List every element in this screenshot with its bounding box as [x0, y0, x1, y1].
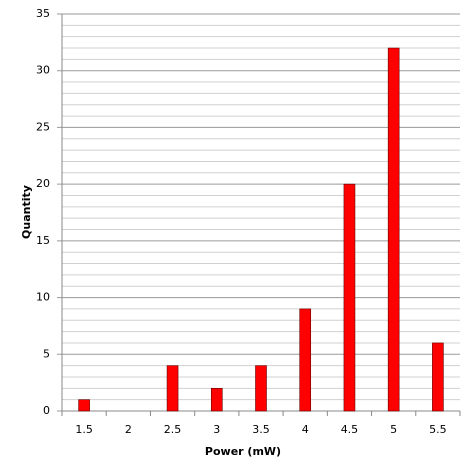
x-tick-label: 2 [125, 423, 132, 436]
bar [166, 365, 179, 412]
bar [343, 183, 356, 412]
x-tick-label: 1.5 [75, 423, 93, 436]
y-tick-label: 20 [36, 177, 50, 190]
x-tick-label: 5.5 [429, 423, 447, 436]
y-tick-label: 30 [36, 64, 50, 77]
bar [387, 47, 400, 412]
bar [210, 388, 223, 412]
x-tick-label: 3 [213, 423, 220, 436]
y-tick-label: 5 [43, 347, 50, 360]
y-tick-label: 10 [36, 291, 50, 304]
x-tick-label: 2.5 [164, 423, 182, 436]
x-axis-title: Power (mW) [205, 445, 281, 458]
bar [299, 308, 312, 412]
y-axis-title: Quantity [20, 185, 33, 239]
y-tick-label: 0 [43, 404, 50, 417]
x-tick-label: 5 [390, 423, 397, 436]
bar [432, 342, 444, 412]
y-tick-label: 15 [36, 234, 50, 247]
bar [255, 365, 267, 412]
y-tick-label: 25 [36, 120, 50, 133]
x-tick-label: 4.5 [341, 423, 359, 436]
x-tick-label: 3.5 [252, 423, 270, 436]
y-tick-label: 35 [36, 7, 50, 20]
bar [78, 399, 90, 412]
x-tick-label: 4 [302, 423, 309, 436]
